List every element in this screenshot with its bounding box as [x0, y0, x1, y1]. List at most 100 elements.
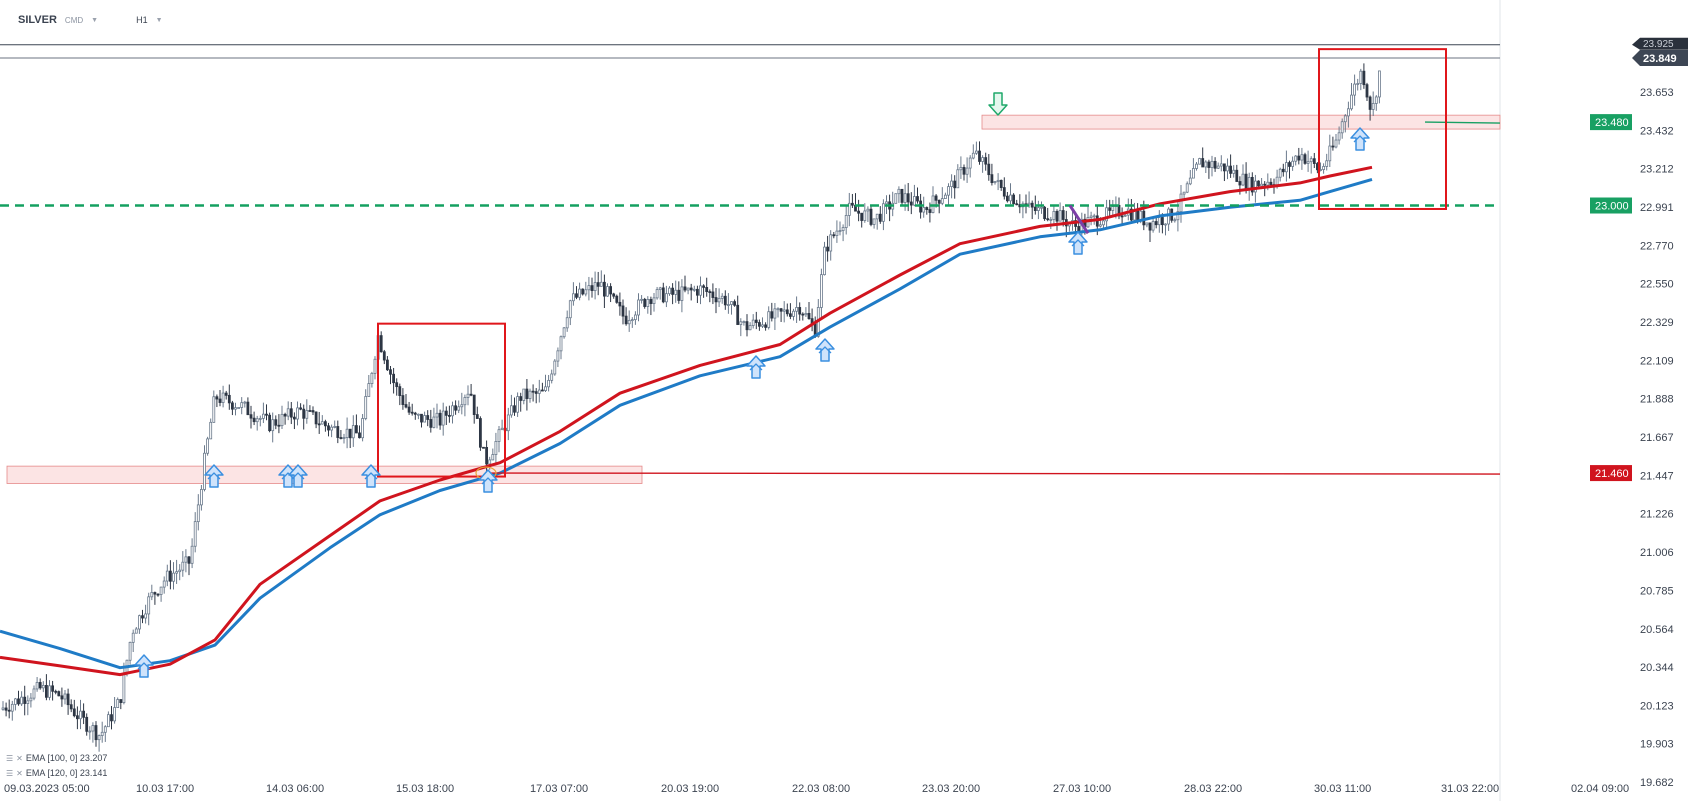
up-arrow-icon[interactable] [1068, 231, 1088, 255]
current-price-tag[interactable]: 23.849 [1632, 50, 1688, 66]
candle-body [956, 169, 960, 189]
candle [869, 206, 873, 227]
candle-body [751, 319, 755, 326]
candle-body [423, 415, 427, 423]
candle-body [1334, 139, 1338, 148]
time-tick-label: 09.03.2023 05:00 [4, 783, 90, 795]
settings-icon[interactable]: ☰ [6, 753, 14, 763]
close-icon[interactable]: ✕ [16, 753, 23, 763]
candle-body [327, 425, 330, 431]
candle-body [1111, 206, 1115, 211]
candle-body [736, 304, 740, 325]
candle-body [1223, 163, 1226, 172]
up-arrow-icon[interactable] [204, 464, 224, 488]
up-arrow-icon[interactable] [746, 355, 766, 379]
candle [599, 270, 603, 287]
candle [447, 405, 451, 423]
candle [1151, 217, 1155, 233]
candle [832, 231, 836, 239]
candle [212, 390, 216, 423]
level-tag-23480-bg [1590, 114, 1632, 131]
candle [314, 411, 318, 429]
candle [339, 429, 343, 440]
candle-body [1229, 165, 1232, 174]
candle [1278, 167, 1282, 182]
symbol-name[interactable]: SILVER [18, 14, 57, 26]
legend-ema100[interactable]: ☰ ✕ EMA [100, 0] 23.207 [6, 753, 107, 763]
candle [137, 614, 141, 634]
candle [184, 549, 188, 573]
candle [63, 690, 67, 705]
candle [937, 199, 941, 214]
candle [736, 295, 740, 325]
close-icon[interactable]: ✕ [16, 768, 23, 778]
level-tag-21460[interactable]: 21.460 [1590, 465, 1632, 482]
trend-line-purple[interactable] [1068, 204, 1090, 235]
candle-body [665, 293, 668, 303]
candle [7, 699, 11, 719]
candle-body [1173, 219, 1177, 222]
candle-body [767, 311, 771, 328]
up-arrow-icon[interactable] [134, 654, 154, 678]
candle-body [38, 682, 42, 689]
settings-icon[interactable]: ☰ [6, 768, 14, 778]
candle [1198, 157, 1201, 165]
level-23480-line[interactable] [1424, 121, 1501, 124]
timeframe-dropdown-icon[interactable]: ▼ [155, 16, 163, 24]
level-tag-23480[interactable]: 23.480 [1590, 114, 1632, 131]
candle-body [894, 193, 898, 204]
candle [1126, 198, 1130, 221]
candle [829, 230, 833, 261]
candle-body [1148, 222, 1152, 231]
timeframe-selector[interactable]: H1 [136, 15, 148, 25]
up-arrow-shape [1350, 127, 1370, 151]
price-tick-label: 21.226 [1640, 509, 1674, 521]
candle-body [624, 315, 628, 325]
ema120-line[interactable] [0, 177, 1373, 670]
time-tick-label: 14.03 06:00 [266, 783, 324, 795]
level-21460-line[interactable] [489, 472, 1501, 475]
legend-ema120[interactable]: ☰ ✕ EMA [120, 0] 23.141 [6, 768, 107, 778]
candle-body [10, 703, 14, 712]
resistance-zone[interactable] [981, 114, 1501, 130]
symbol-dropdown-icon[interactable]: ▼ [91, 16, 99, 24]
candle [847, 192, 851, 227]
price-tick-label: 23.212 [1640, 164, 1674, 176]
highlight-box-breakout[interactable] [1318, 48, 1447, 210]
support-zone[interactable] [6, 465, 643, 484]
level-tag-23000[interactable]: 23.000 [1590, 197, 1632, 214]
candle-body [209, 421, 213, 440]
candle [1365, 82, 1369, 102]
candle [779, 307, 783, 322]
up-arrow-icon[interactable] [1350, 127, 1370, 151]
candle-body [733, 301, 736, 306]
up-arrow-icon[interactable] [478, 469, 498, 493]
candle [1148, 222, 1152, 243]
candle-body [1157, 217, 1161, 226]
previous-price-text: 23.925 [1643, 39, 1674, 50]
candle-body [789, 313, 792, 317]
candle [1173, 217, 1177, 223]
candle [872, 218, 876, 229]
candle [844, 205, 848, 235]
candle [1, 701, 5, 711]
candle-body [137, 615, 141, 630]
highlight-box-consolidation[interactable] [377, 322, 506, 478]
candle-body [305, 410, 309, 419]
up-arrow-icon[interactable] [288, 464, 308, 488]
ema100-line[interactable] [0, 165, 1373, 677]
up-arrow-icon[interactable] [361, 464, 381, 488]
candle-body [1374, 96, 1378, 104]
candle-body [1012, 194, 1015, 205]
candle-body [224, 392, 228, 396]
previous-price-tag[interactable]: 23.925 [1632, 37, 1688, 50]
down-arrow-icon[interactable] [988, 92, 1008, 116]
candle-body [773, 308, 777, 319]
up-arrow-icon[interactable] [815, 338, 835, 362]
candle [305, 399, 309, 424]
candle-body [1145, 222, 1149, 226]
candle [1309, 156, 1313, 174]
candle [509, 394, 513, 418]
